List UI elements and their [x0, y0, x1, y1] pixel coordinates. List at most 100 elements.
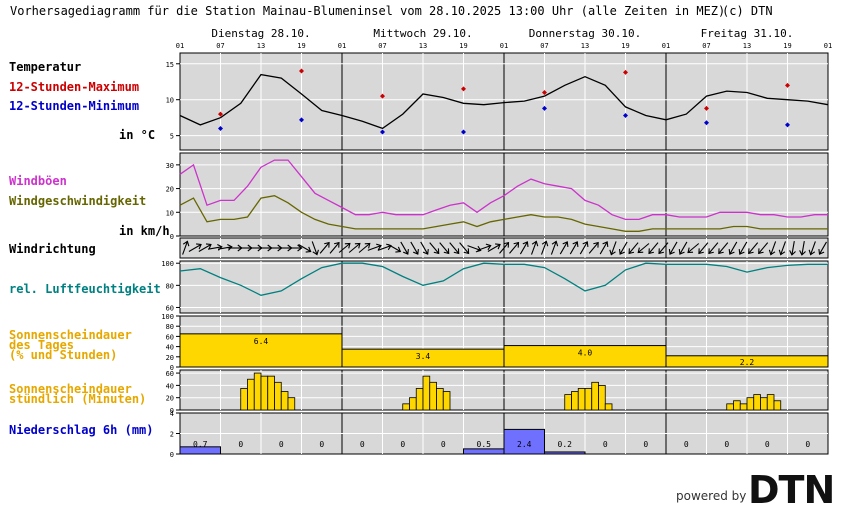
- wind-arrow-head: [602, 241, 609, 247]
- wind-arrow-shaft: [758, 242, 769, 254]
- hour-tick-label: 07: [702, 42, 710, 50]
- min-point: [623, 113, 628, 119]
- wind-arrow-shaft: [708, 242, 719, 254]
- wind-ytick-label: 20: [166, 186, 174, 194]
- max-point: [218, 111, 223, 117]
- sun-hourly-bar: [726, 403, 734, 411]
- day-label: Freitag 31.10.: [701, 27, 794, 40]
- wind-arrow: [519, 241, 529, 255]
- temperature-line: [179, 73, 829, 130]
- wind-arrow-head: [205, 243, 212, 250]
- wind-arrow-head: [334, 241, 340, 248]
- min-point: [704, 120, 709, 126]
- wind-arrow-shaft: [188, 244, 202, 252]
- precip-label: 0: [643, 440, 648, 449]
- wind-arrow-head: [182, 240, 190, 247]
- wind-arrow-head: [541, 240, 549, 247]
- wind-arrow-shaft: [519, 241, 528, 255]
- wind-arrow: [818, 241, 827, 255]
- label-sun-daily-3: (% und Stunden): [9, 348, 118, 362]
- sun-hourly-ytick-label: 20: [166, 395, 174, 403]
- wind-arrow-shaft: [569, 241, 578, 255]
- precip-ytick-label: 0: [170, 451, 174, 459]
- wind-arrow-head: [618, 249, 625, 255]
- sun-hourly-bar: [753, 394, 761, 411]
- sun-daily-ytick-label: 40: [166, 344, 174, 352]
- wind-arrow-head: [562, 241, 569, 247]
- day-label: Dienstag 28.10.: [211, 27, 310, 40]
- hour-tick-label: 13: [581, 42, 589, 50]
- label-sun-hourly-1: Sonnenscheindauer: [9, 382, 132, 396]
- dtn-logo: DTN: [748, 468, 835, 512]
- sun-hourly-bar: [287, 397, 296, 411]
- sun-hourly-bar: [746, 397, 755, 411]
- wind-arrow-shaft: [420, 241, 429, 255]
- wind-arrow: [799, 241, 806, 256]
- wind-arrow: [718, 242, 729, 255]
- wind-arrow: [569, 241, 579, 255]
- precip-ytick-label: 2: [170, 431, 174, 439]
- precip-bar: [179, 446, 221, 455]
- temp-ytick-label: 15: [166, 61, 174, 69]
- sun-hourly-ytick-label: 60: [166, 370, 174, 378]
- wind-arrow-shaft: [801, 241, 805, 255]
- wind-arrow: [588, 241, 599, 254]
- label-windspeed: Windgeschwindigkeit: [9, 194, 147, 208]
- max-point: [299, 68, 304, 74]
- sun-hourly-ytick-label: 40: [166, 382, 174, 390]
- wind-arrow-shaft: [338, 243, 351, 253]
- label-sun-hourly-2: stündlich (Minuten): [9, 392, 147, 406]
- wind-arrow-head: [463, 248, 470, 255]
- wind-arrow-head: [513, 241, 520, 248]
- wind-arrow: [329, 241, 340, 254]
- label-gusts: Windböen: [9, 174, 67, 188]
- wind-arrow: [217, 244, 233, 251]
- sun-hourly-bar: [442, 391, 451, 411]
- max-point: [542, 90, 547, 96]
- hour-tick-label: 19: [459, 42, 467, 50]
- wind-arrow: [487, 243, 501, 252]
- sun-hourly-bar: [598, 384, 606, 411]
- wind-arrow: [559, 241, 569, 255]
- precip-label: 0.2: [558, 440, 573, 449]
- wind-arrow: [410, 241, 419, 255]
- sun-hourly-bar: [274, 381, 282, 411]
- hour-tick-label: 07: [378, 42, 386, 50]
- wind-arrow: [459, 242, 470, 255]
- wind-arrow-shaft: [559, 241, 568, 255]
- wind-arrow-head: [453, 248, 460, 255]
- wind-arrow-shaft: [387, 244, 401, 252]
- wind-arrow-shaft: [648, 242, 659, 254]
- wind-arrow-head: [628, 248, 635, 255]
- precip-label: 0: [724, 440, 729, 449]
- wind-arrow-shaft: [198, 244, 212, 252]
- wind-arrow-head: [609, 249, 616, 256]
- wind-arrow-head: [422, 249, 429, 255]
- wind-arrow: [449, 242, 460, 255]
- wind-arrow-head: [718, 248, 724, 255]
- wind-arrow: [687, 243, 700, 254]
- wind-arrow-head: [582, 241, 589, 247]
- wind-arrow-head: [443, 248, 450, 255]
- precip-label: 0: [441, 440, 446, 449]
- sun-daily-label: 3.4: [416, 352, 431, 361]
- wind-arrow-shaft: [449, 242, 460, 254]
- hour-tick-label: 01: [662, 42, 670, 50]
- wind-arrow: [530, 240, 539, 255]
- sun-hourly-bar: [240, 388, 248, 411]
- wind-arrow-head: [354, 242, 361, 249]
- wind-arrow: [599, 241, 609, 255]
- label-winddir: Windrichtung: [9, 242, 96, 256]
- hour-tick-label: 19: [621, 42, 629, 50]
- sun-hourly-bar: [773, 400, 782, 411]
- sun-hourly-bar: [415, 388, 424, 411]
- hour-tick-label: 01: [338, 42, 346, 50]
- wind-arrow: [400, 241, 409, 255]
- max-point: [785, 82, 790, 88]
- wind-arrow-shaft: [729, 241, 738, 255]
- wind-arrow-shaft: [217, 246, 232, 250]
- wind-arrow-shaft: [329, 242, 340, 254]
- wind-arrow: [708, 242, 719, 255]
- sun-hourly-bar: [604, 403, 613, 411]
